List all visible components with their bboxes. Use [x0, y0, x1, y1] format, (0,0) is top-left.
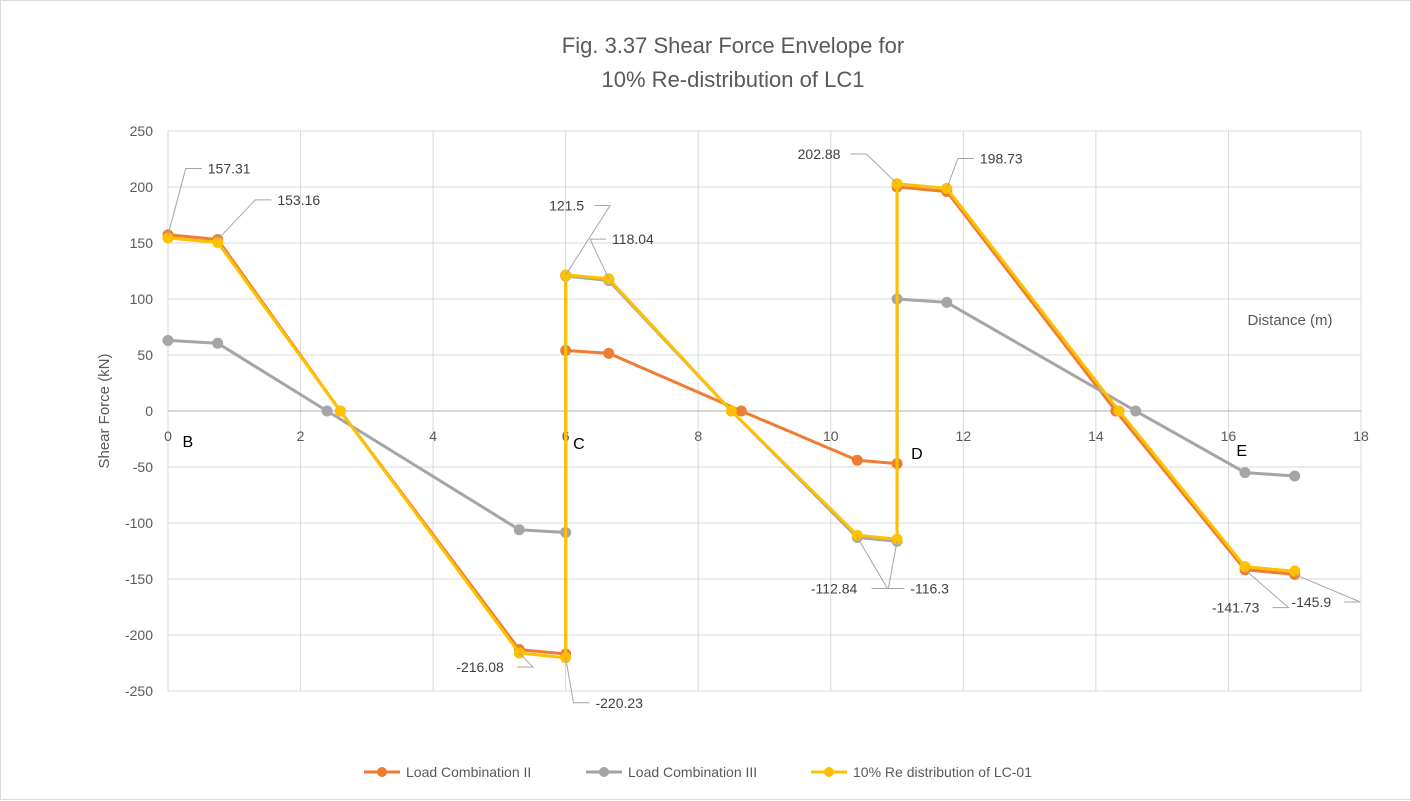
support-labels-group: B C D E [183, 434, 1247, 463]
series-line [167, 182, 1295, 660]
legend: Load Combination II Load Combination III 1… [364, 764, 1032, 780]
y-tick-label: 100 [130, 291, 154, 307]
x-tick-label: 10 [823, 428, 839, 444]
data-point [851, 454, 863, 466]
y-tick-label: 250 [130, 123, 154, 139]
support-label: B [183, 434, 194, 451]
data-label-leader [1244, 569, 1290, 609]
data-point [321, 405, 333, 417]
x-axis-title: Distance (m) [1247, 312, 1332, 329]
data-label-leader [887, 541, 905, 590]
support-label: E [1236, 443, 1247, 460]
legend-label: Load Combination II [406, 764, 531, 780]
legend-item: 10% Re distribution of LC-01 [811, 764, 1032, 780]
data-label: 157.31 [208, 161, 251, 177]
data-label: 118.04 [612, 231, 654, 247]
x-tick-label: 12 [956, 428, 972, 444]
data-label-leader [589, 238, 610, 280]
data-point [1130, 405, 1142, 417]
data-point [1239, 467, 1251, 479]
data-label-leader [516, 652, 535, 668]
data-label: 198.73 [980, 150, 1023, 166]
data-point [941, 296, 953, 308]
data-point [603, 347, 615, 359]
legend-item: Load Combination III [586, 764, 757, 780]
y-tick-label: 200 [130, 179, 154, 195]
support-label: C [573, 436, 585, 453]
data-label-leader [946, 157, 974, 189]
legend-swatch-marker [377, 767, 387, 777]
data-point [725, 405, 737, 417]
data-labels-group: 157.31 153.16 121.5 118.04 202.88 198.73 -216.… [167, 146, 1361, 711]
legend-swatch-marker [824, 767, 834, 777]
y-tick-label: -150 [125, 571, 153, 587]
chart-title-line-1: Fig. 3.37 Shear Force Envelope for [562, 33, 904, 58]
y-tick-label: -50 [133, 459, 153, 475]
series-3 [162, 178, 1301, 664]
x-tick-label: 8 [694, 428, 702, 444]
data-point [1289, 470, 1301, 482]
data-label: -112.84 [811, 581, 858, 597]
legend-item: Load Combination II [364, 764, 531, 780]
data-point [1239, 561, 1251, 573]
data-point [162, 334, 174, 346]
y-tick-label: 150 [130, 235, 154, 251]
data-label: -220.23 [595, 695, 643, 711]
data-label-leader [167, 168, 202, 235]
x-tick-label: 2 [297, 428, 305, 444]
data-point [334, 405, 346, 417]
data-label-leader [856, 537, 889, 590]
data-point [212, 236, 224, 248]
data-label: 202.88 [798, 146, 841, 162]
y-axis-title: Shear Force (kN) [96, 353, 113, 468]
data-point [513, 524, 525, 536]
x-tick-label: 4 [429, 428, 437, 444]
y-tick-label: -200 [125, 627, 153, 643]
data-label: 153.16 [277, 192, 320, 208]
series-group [162, 178, 1301, 664]
data-point [1113, 405, 1125, 417]
data-label-leader [565, 205, 612, 276]
y-tick-label: 50 [137, 347, 153, 363]
data-label: -216.08 [456, 659, 504, 675]
x-tick-label: 16 [1221, 428, 1237, 444]
data-point [735, 405, 747, 417]
support-label: D [911, 446, 923, 463]
data-label-leader [217, 199, 272, 240]
y-tick-label: 0 [145, 403, 153, 419]
data-label: 121.5 [549, 198, 584, 214]
legend-label: Load Combination III [628, 764, 757, 780]
legend-label: 10% Re distribution of LC-01 [853, 764, 1032, 780]
legend-swatch-marker [599, 767, 609, 777]
data-label-leader [850, 153, 898, 185]
data-label-leader [1294, 573, 1361, 603]
data-label-leader [565, 657, 590, 704]
data-point [212, 337, 224, 349]
y-tick-label: -100 [125, 515, 153, 531]
x-tick-label: 14 [1088, 428, 1104, 444]
data-point [891, 533, 903, 545]
chart-title-line-2: 10% Re-distribution of LC1 [602, 67, 865, 92]
data-label: -116.3 [910, 581, 949, 597]
y-tick-label: -250 [125, 683, 153, 699]
data-label: -141.73 [1212, 600, 1260, 616]
data-point [1289, 565, 1301, 577]
x-tick-label: 18 [1353, 428, 1369, 444]
data-point [851, 529, 863, 541]
data-label: -145.9 [1291, 594, 1331, 610]
series-1 [162, 181, 1301, 660]
x-tick-label: 0 [164, 428, 172, 444]
axes: 0 2 4 6 8 10 12 14 16 18250200150100500-50-100-15… [125, 123, 1369, 699]
